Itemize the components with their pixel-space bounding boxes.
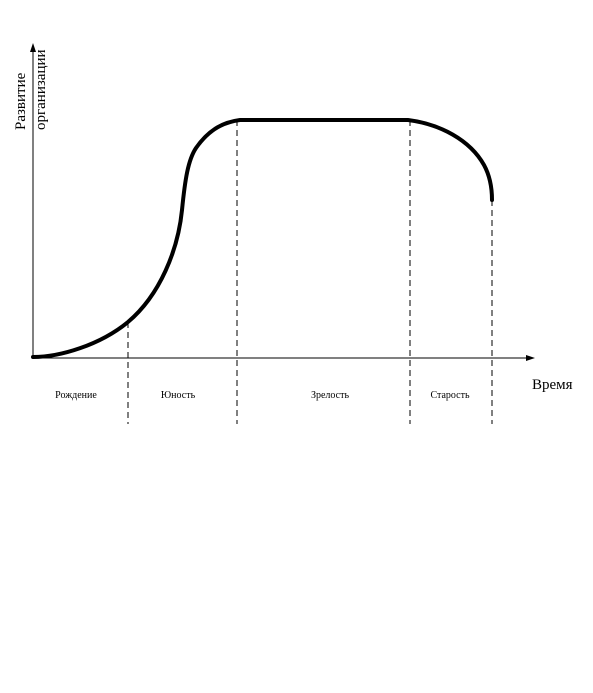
- stage-label-birth: Рождение: [55, 390, 97, 401]
- lifecycle-curve: [31, 118, 494, 359]
- y-axis-label-line1: Развитие: [13, 72, 29, 130]
- stage-label-youth: Юность: [161, 390, 196, 401]
- y-axis-label-line2: организации: [33, 49, 49, 130]
- stage-label-maturity: Зрелость: [311, 390, 349, 401]
- x-axis-arrow: [526, 355, 535, 361]
- x-axis-label: Время: [532, 377, 573, 393]
- stage-label-old-age: Старость: [430, 390, 470, 401]
- y-axis-arrow: [30, 43, 36, 52]
